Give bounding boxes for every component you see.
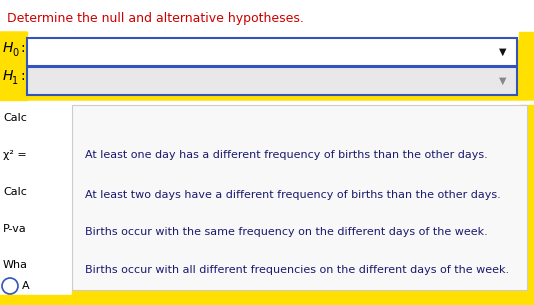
Text: :: :: [20, 41, 25, 55]
Text: A: A: [22, 281, 29, 291]
Text: ▼: ▼: [499, 76, 507, 86]
Text: H: H: [3, 41, 13, 55]
Text: :: :: [20, 69, 25, 83]
Polygon shape: [0, 32, 534, 100]
Text: 0: 0: [12, 48, 18, 58]
Text: At least two days have a different frequency of births than the other days.: At least two days have a different frequ…: [85, 190, 501, 200]
Text: 1: 1: [12, 76, 18, 86]
Text: χ² =: χ² =: [3, 150, 27, 160]
FancyBboxPatch shape: [27, 38, 517, 66]
FancyBboxPatch shape: [27, 67, 517, 95]
Text: Births occur with the same frequency on the different days of the week.: Births occur with the same frequency on …: [85, 227, 488, 237]
Text: At least one day has a different frequency of births than the other days.: At least one day has a different frequen…: [85, 150, 488, 160]
Text: Determine the null and alternative hypotheses.: Determine the null and alternative hypot…: [7, 12, 304, 25]
Text: Calc: Calc: [3, 113, 27, 123]
Text: Births occur with all different frequencies on the different days of the week.: Births occur with all different frequenc…: [85, 265, 509, 275]
Polygon shape: [0, 32, 27, 100]
Polygon shape: [0, 105, 534, 305]
Text: H: H: [3, 69, 13, 83]
Text: Wha: Wha: [3, 260, 28, 270]
Text: P-va: P-va: [3, 224, 27, 234]
Polygon shape: [519, 32, 534, 38]
Text: Calc: Calc: [3, 187, 27, 197]
Text: ▼: ▼: [499, 47, 507, 57]
FancyBboxPatch shape: [72, 105, 527, 290]
